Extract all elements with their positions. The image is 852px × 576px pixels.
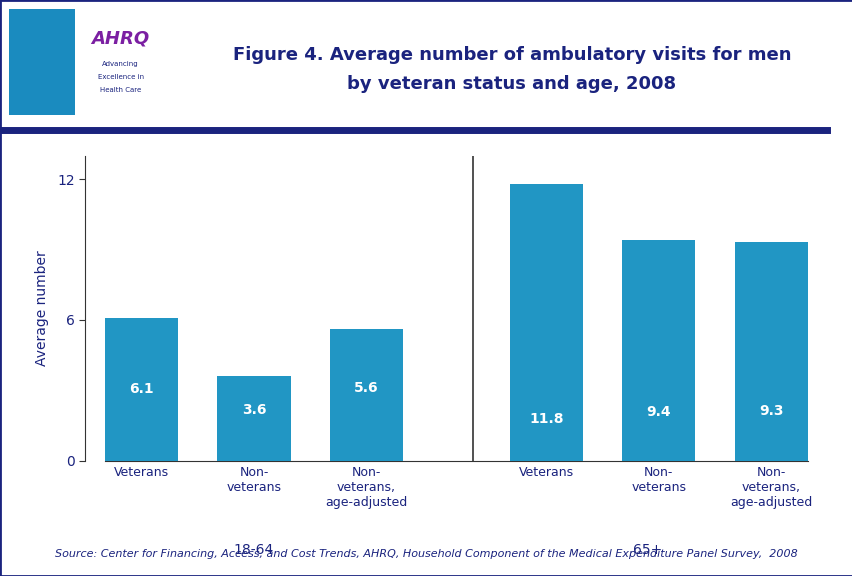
- Text: by veteran status and age, 2008: by veteran status and age, 2008: [347, 74, 676, 93]
- Bar: [734, 242, 807, 461]
- Bar: [217, 376, 291, 461]
- Text: 9.3: 9.3: [758, 404, 782, 418]
- Text: 18-64: 18-64: [233, 543, 273, 557]
- Bar: [509, 184, 582, 461]
- Text: Excellence in: Excellence in: [97, 74, 143, 80]
- Text: Advancing: Advancing: [102, 61, 139, 67]
- Bar: [621, 240, 694, 461]
- Bar: [75, 9, 166, 115]
- Text: 11.8: 11.8: [528, 412, 563, 426]
- Text: Figure 4. Average number of ambulatory visits for men: Figure 4. Average number of ambulatory v…: [233, 46, 790, 64]
- Bar: [105, 317, 178, 461]
- Text: 5.6: 5.6: [354, 381, 378, 396]
- Text: 3.6: 3.6: [241, 403, 266, 417]
- Text: Source: Center for Financing, Access, and Cost Trends, AHRQ, Household Component: Source: Center for Financing, Access, an…: [55, 549, 797, 559]
- Bar: [330, 329, 402, 461]
- Text: 65+: 65+: [632, 543, 661, 557]
- Text: AHRQ: AHRQ: [91, 29, 149, 47]
- Text: 9.4: 9.4: [646, 406, 671, 419]
- Text: 6.1: 6.1: [129, 382, 153, 396]
- Y-axis label: Average number: Average number: [35, 251, 49, 366]
- Text: Health Care: Health Care: [100, 86, 141, 93]
